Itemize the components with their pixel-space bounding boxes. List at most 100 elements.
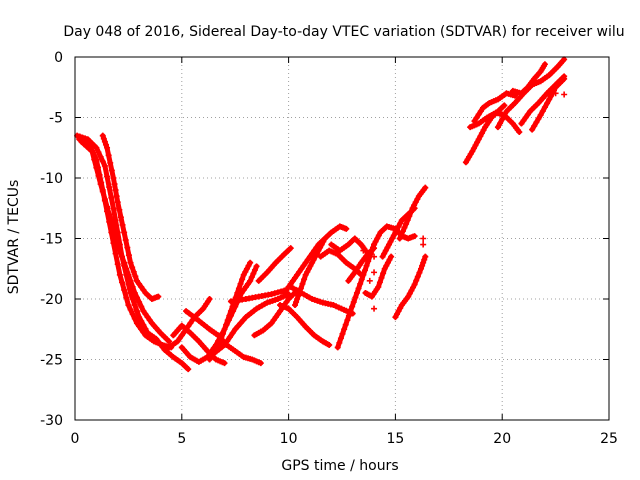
data-point bbox=[112, 187, 119, 194]
data-point bbox=[501, 112, 508, 119]
data-point bbox=[123, 294, 130, 301]
data-point bbox=[411, 202, 418, 209]
data-point bbox=[300, 262, 307, 269]
data-point bbox=[471, 118, 478, 125]
data-point bbox=[133, 294, 140, 301]
data-point bbox=[116, 247, 123, 254]
data-point bbox=[274, 311, 281, 318]
data-point bbox=[247, 259, 254, 266]
data-point bbox=[247, 277, 254, 284]
data-point bbox=[412, 199, 419, 206]
data-point bbox=[99, 188, 106, 195]
data-point bbox=[361, 267, 368, 274]
data-point bbox=[183, 308, 190, 315]
data-point bbox=[529, 126, 536, 133]
data-point bbox=[268, 320, 275, 327]
data-point bbox=[315, 247, 322, 254]
data-point bbox=[407, 209, 414, 216]
data-point bbox=[375, 283, 382, 290]
data-point bbox=[101, 196, 108, 203]
data-point bbox=[561, 75, 568, 82]
data-point bbox=[561, 91, 568, 98]
x-tick-label: 5 bbox=[177, 431, 186, 447]
data-point bbox=[395, 308, 402, 315]
data-point bbox=[119, 221, 126, 228]
data-point bbox=[310, 256, 317, 263]
data-point bbox=[478, 130, 485, 137]
data-point bbox=[344, 317, 351, 324]
y-tick-label: -30 bbox=[40, 413, 63, 429]
data-point bbox=[414, 273, 421, 280]
data-point bbox=[101, 162, 108, 169]
data-point bbox=[403, 220, 410, 227]
data-point bbox=[365, 258, 372, 265]
data-point bbox=[524, 111, 531, 118]
data-point bbox=[293, 299, 300, 306]
tick-layer: 0 5 10 15 20 25 0 -5 -10 -15 -20 -25 -30 bbox=[40, 50, 618, 447]
data-point bbox=[411, 281, 418, 288]
data-point bbox=[121, 229, 128, 236]
data-point bbox=[409, 205, 416, 212]
data-point bbox=[110, 226, 117, 233]
data-point bbox=[221, 341, 228, 348]
data-point bbox=[390, 232, 397, 239]
data-point bbox=[224, 317, 231, 324]
data-point bbox=[383, 262, 390, 269]
data-point bbox=[216, 339, 223, 346]
data-point bbox=[295, 292, 302, 299]
data-point bbox=[480, 127, 487, 134]
data-point bbox=[472, 142, 479, 149]
data-point bbox=[122, 237, 129, 244]
data-point bbox=[250, 270, 257, 277]
data-point bbox=[375, 232, 382, 239]
data-point bbox=[475, 136, 482, 143]
data-point bbox=[129, 264, 136, 271]
data-point bbox=[408, 287, 415, 294]
data-point bbox=[91, 156, 98, 163]
data-point bbox=[248, 274, 255, 281]
data-point bbox=[371, 305, 378, 312]
data-point bbox=[469, 148, 476, 155]
data-point bbox=[89, 148, 96, 155]
data-point bbox=[306, 253, 313, 260]
data-point bbox=[309, 259, 316, 266]
data-point bbox=[127, 306, 134, 313]
data-point bbox=[516, 129, 523, 136]
data-point bbox=[223, 321, 230, 328]
data-point bbox=[381, 250, 388, 257]
data-point bbox=[378, 274, 385, 281]
data-point bbox=[406, 290, 413, 297]
data-point bbox=[342, 321, 349, 328]
data-point bbox=[355, 285, 362, 292]
data-point bbox=[129, 296, 136, 302]
data-point bbox=[178, 332, 185, 339]
data-point bbox=[546, 96, 553, 103]
data-point bbox=[350, 299, 357, 306]
chart-title: Day 048 of 2016, Sidereal Day-to-day VTE… bbox=[63, 24, 624, 40]
data-point bbox=[420, 241, 427, 248]
data-point bbox=[384, 244, 391, 251]
data-point bbox=[95, 172, 102, 179]
data-point bbox=[165, 338, 172, 345]
data-point bbox=[114, 199, 121, 206]
data-point bbox=[547, 93, 554, 100]
data-point bbox=[389, 235, 396, 242]
data-point bbox=[422, 253, 429, 260]
data-point bbox=[106, 211, 113, 218]
data-point bbox=[130, 268, 137, 275]
data-point bbox=[253, 263, 260, 270]
data-point bbox=[352, 294, 359, 301]
x-tick-label: 25 bbox=[600, 431, 618, 447]
data-point bbox=[312, 253, 319, 260]
data-point bbox=[176, 335, 183, 342]
data-point bbox=[108, 218, 115, 225]
data-point bbox=[270, 317, 277, 324]
data-point bbox=[357, 280, 364, 287]
data-point bbox=[421, 256, 428, 263]
data-point bbox=[136, 314, 143, 321]
data-point bbox=[388, 253, 395, 260]
data-point bbox=[251, 266, 258, 273]
data-point bbox=[125, 302, 132, 309]
data-point bbox=[287, 245, 294, 252]
data-point bbox=[192, 315, 199, 322]
